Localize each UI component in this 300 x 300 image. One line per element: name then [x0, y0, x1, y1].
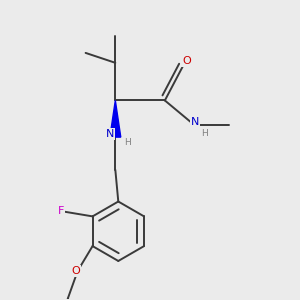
- Text: N: N: [106, 129, 115, 139]
- Text: N: N: [190, 117, 199, 127]
- Text: O: O: [71, 266, 80, 276]
- Text: O: O: [182, 56, 191, 66]
- Text: H: H: [201, 129, 208, 138]
- Text: H: H: [124, 138, 130, 147]
- Polygon shape: [110, 100, 121, 137]
- Text: F: F: [58, 206, 64, 216]
